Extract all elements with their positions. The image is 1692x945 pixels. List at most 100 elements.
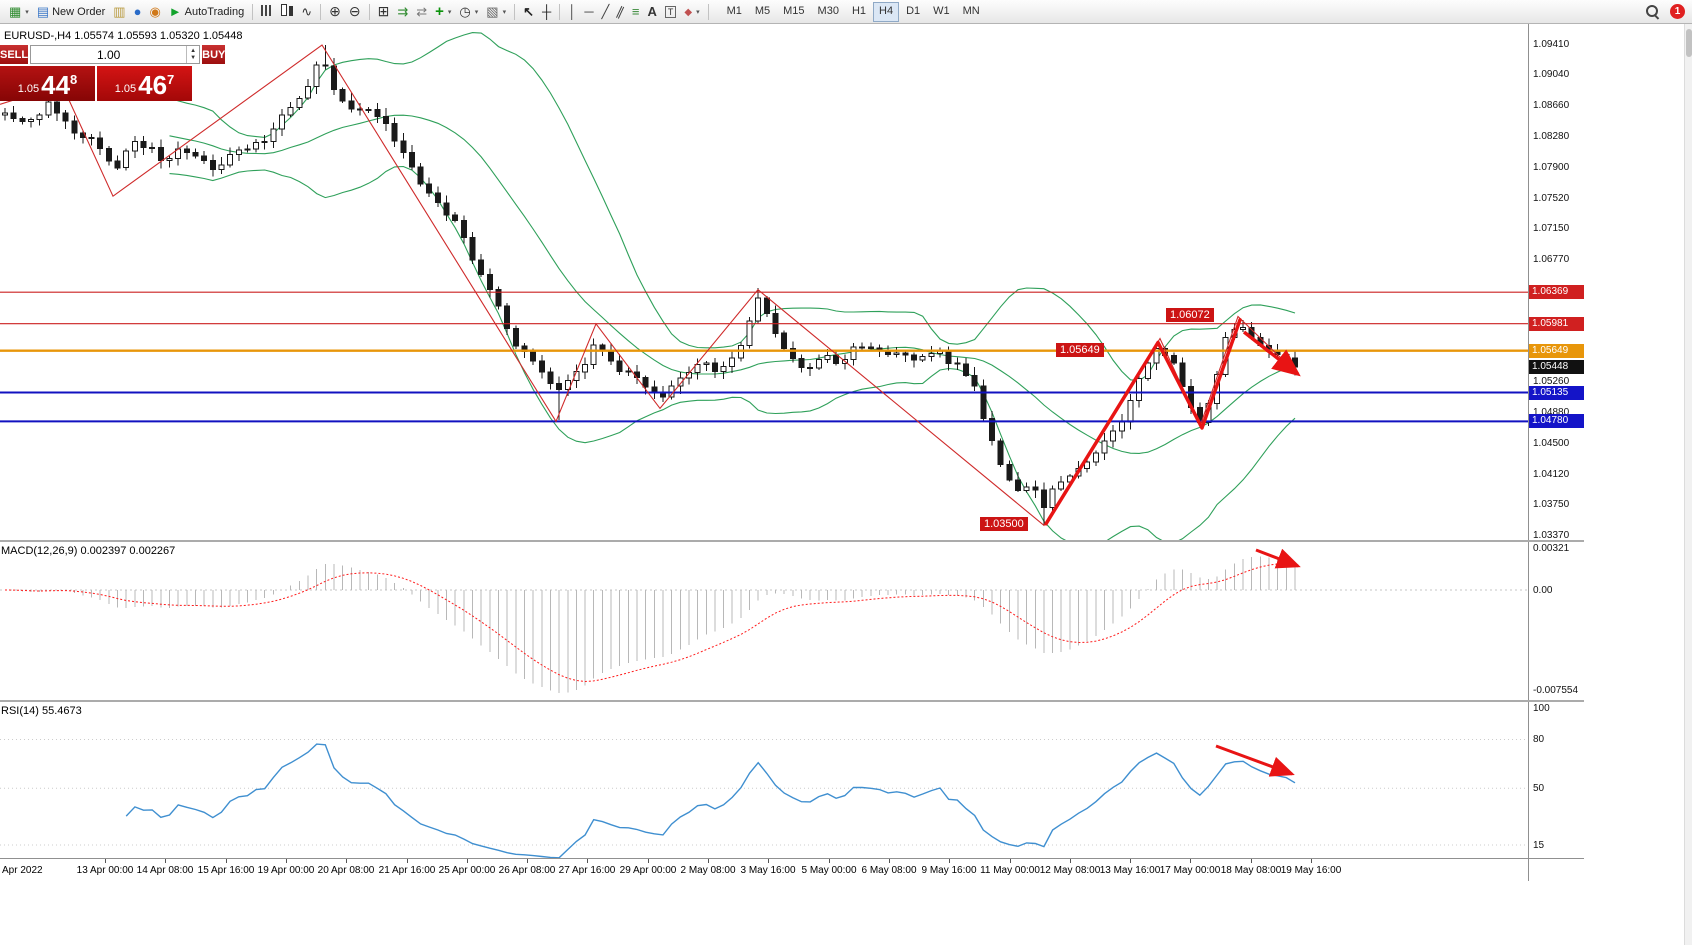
toolbar-separator — [514, 3, 516, 20]
text-label-icon[interactable] — [661, 2, 681, 22]
new-chart-icon[interactable]: ▾ — [5, 2, 33, 22]
panel-separator[interactable] — [0, 540, 1584, 542]
fibonacci-icon[interactable] — [628, 2, 644, 22]
time-axis-label: 26 Apr 08:00 — [498, 865, 556, 876]
text-label-icon — [665, 4, 677, 19]
buy-price-big: 46 — [138, 70, 168, 100]
chevron-down-icon: ▾ — [25, 8, 29, 16]
price-axis-tick: 1.07150 — [1533, 223, 1570, 234]
search-icon[interactable] — [1645, 4, 1660, 19]
time-axis-label: 14 Apr 08:00 — [136, 865, 194, 876]
time-axis-tick — [527, 859, 528, 863]
autotrading-button[interactable]: AutoTrading — [165, 2, 248, 22]
toolbar-separator — [707, 3, 709, 20]
price-annotation[interactable]: 1.03500 — [980, 517, 1028, 531]
rsi-canvas[interactable] — [0, 702, 1528, 858]
equidistant-channel-icon[interactable] — [613, 2, 628, 22]
macd-panel[interactable]: MACD(12,26,9) 0.002397 0.002267 — [0, 542, 1528, 700]
volume-stepper[interactable]: ▲ ▼ — [186, 46, 199, 63]
chart-shift-icon[interactable] — [412, 2, 431, 22]
volume-input[interactable] — [31, 46, 187, 63]
cursor-icon[interactable] — [519, 2, 538, 22]
panel-separator[interactable] — [0, 700, 1584, 702]
autoscroll-icon[interactable] — [393, 2, 412, 22]
stepper-down-icon[interactable]: ▼ — [190, 54, 197, 61]
periods-icon[interactable]: ▾ — [455, 2, 482, 22]
time-axis-label: 6 May 08:00 — [861, 865, 917, 876]
time-axis-label: 13 Apr 00:00 — [76, 865, 134, 876]
shapes-icon[interactable]: ▾ — [680, 2, 703, 22]
time-axis-tick — [165, 859, 166, 863]
price-chart-panel[interactable]: EURUSD-,H4 1.05574 1.05593 1.05320 1.054… — [0, 24, 1528, 540]
price-axis-tick: 1.08660 — [1533, 100, 1570, 111]
chevron-down-icon: ▾ — [474, 8, 479, 16]
time-axis-label: 25 Apr 00:00 — [438, 865, 496, 876]
crosshair-icon — [542, 5, 551, 19]
time-axis-label: 15 Apr 16:00 — [197, 865, 255, 876]
price-axis-tick: 1.06770 — [1533, 254, 1570, 265]
candlestick-chart-icon[interactable] — [277, 2, 297, 22]
profile-icon — [134, 5, 142, 19]
time-axis-tick — [587, 859, 588, 863]
line-chart-icon — [301, 5, 312, 19]
price-annotation[interactable]: 1.06072 — [1166, 308, 1214, 322]
time-axis-tick — [286, 859, 287, 863]
macd-axis-tick: 0.00321 — [1533, 543, 1570, 554]
scrollbar-thumb[interactable] — [1686, 29, 1692, 57]
timeframe-m15[interactable]: M15 — [783, 4, 805, 17]
price-annotation[interactable]: 1.05649 — [1056, 343, 1104, 357]
timeframe-mn[interactable]: MN — [962, 4, 980, 17]
sell-price-box[interactable]: 1.05 44 8 — [0, 66, 95, 101]
down-arrow — [1242, 330, 1301, 377]
one-click-trading-panel: SELL ▲ ▼ BUY 1.05 44 8 1.05 — [0, 45, 226, 101]
profile-icon[interactable] — [130, 2, 146, 22]
rsi-axis-tick: 15 — [1533, 840, 1545, 851]
rsi-panel[interactable]: RSI(14) 55.4673 — [0, 702, 1528, 858]
macd-axis-tick: 0.00 — [1533, 585, 1553, 596]
tile-windows-icon — [378, 4, 390, 19]
zoom-in-icon[interactable] — [325, 2, 345, 22]
community-icon — [149, 5, 160, 19]
community-icon[interactable] — [145, 2, 164, 22]
price-chart-canvas[interactable] — [0, 24, 1528, 540]
new-order-label: New Order — [52, 5, 106, 18]
text-icon[interactable] — [643, 2, 660, 22]
new-order-button[interactable]: New Order — [33, 2, 109, 22]
time-axis-label: 12 May 08:00 — [1039, 865, 1101, 876]
timeframe-m5[interactable]: M5 — [754, 4, 771, 17]
timeframe-w1[interactable]: W1 — [933, 4, 950, 17]
horizontal-line-icon[interactable] — [580, 2, 597, 22]
rsi-axis-tick: 80 — [1533, 734, 1545, 745]
buy-button[interactable]: BUY — [202, 45, 226, 64]
time-axis-tick — [1130, 859, 1131, 863]
timeframe-h4[interactable]: H4 — [873, 1, 900, 22]
line-chart-icon[interactable] — [297, 2, 316, 22]
timeframe-m30[interactable]: M30 — [817, 4, 839, 17]
time-axis-label: Apr 2022 — [2, 865, 43, 876]
print-icon[interactable] — [109, 2, 129, 22]
templates-icon[interactable]: ▾ — [482, 2, 510, 22]
main-toolbar: ▾ New Order AutoTrading ▾ ▾ ▾ ▾ M1 M5 M15 M30 H1 H4 D… — [0, 0, 1692, 24]
timeframe-m1[interactable]: M1 — [726, 4, 742, 17]
bar-chart-icon[interactable] — [257, 2, 277, 22]
sell-button[interactable]: SELL — [0, 45, 29, 64]
vertical-line-icon[interactable] — [564, 2, 580, 22]
time-axis-label: 3 May 16:00 — [740, 865, 796, 876]
macd-canvas[interactable] — [0, 542, 1528, 700]
time-axis-tick — [407, 859, 408, 863]
trendline-icon[interactable] — [598, 2, 614, 22]
notification-badge[interactable]: 1 — [1670, 4, 1685, 19]
time-axis-tick — [1070, 859, 1071, 863]
zoom-out-icon[interactable] — [345, 2, 365, 22]
crosshair-icon[interactable] — [538, 2, 555, 22]
tile-windows-icon[interactable] — [374, 2, 394, 22]
buy-price-box[interactable]: 1.05 46 7 — [97, 66, 192, 101]
stepper-up-icon[interactable]: ▲ — [190, 47, 197, 54]
time-axis-tick — [708, 859, 709, 863]
timeframe-h1[interactable]: H1 — [851, 4, 867, 17]
timeframe-d1[interactable]: D1 — [906, 4, 921, 17]
indicators-icon[interactable]: ▾ — [431, 2, 455, 22]
vertical-scrollbar[interactable] — [1684, 24, 1692, 945]
new-order-icon — [37, 5, 49, 19]
time-axis-label: 11 May 00:00 — [980, 865, 1040, 876]
